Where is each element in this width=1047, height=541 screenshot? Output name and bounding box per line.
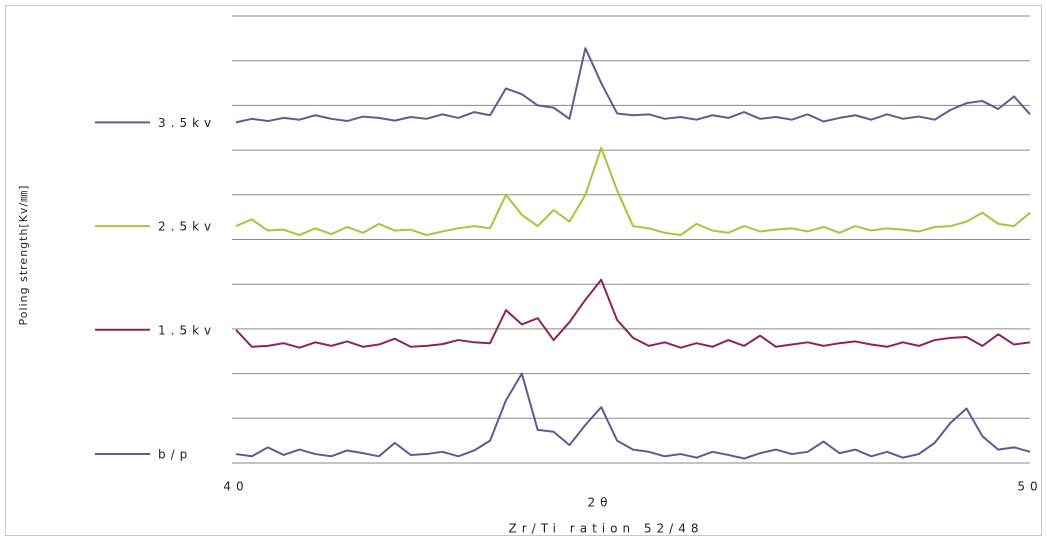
series-line — [235, 146, 1031, 237]
legend-label: 3.5kv — [158, 116, 216, 130]
series-line — [235, 278, 1031, 349]
series-line — [235, 47, 1031, 124]
series-line — [235, 372, 1031, 460]
x-tick-label: 40 — [223, 480, 248, 494]
x-axis-label: 2θ — [588, 496, 613, 510]
legend-label: 2.5kv — [158, 220, 216, 234]
chart-frame — [5, 5, 1042, 536]
legend-label: b/p — [158, 448, 192, 462]
x-tick-label: 50 — [1017, 480, 1042, 494]
y-axis-label: Poling strength[Kv/㎜] — [17, 185, 30, 326]
legend-label: 1.5kv — [158, 323, 216, 337]
chart-title: Zr/Ti ration 52/48 — [509, 522, 704, 536]
